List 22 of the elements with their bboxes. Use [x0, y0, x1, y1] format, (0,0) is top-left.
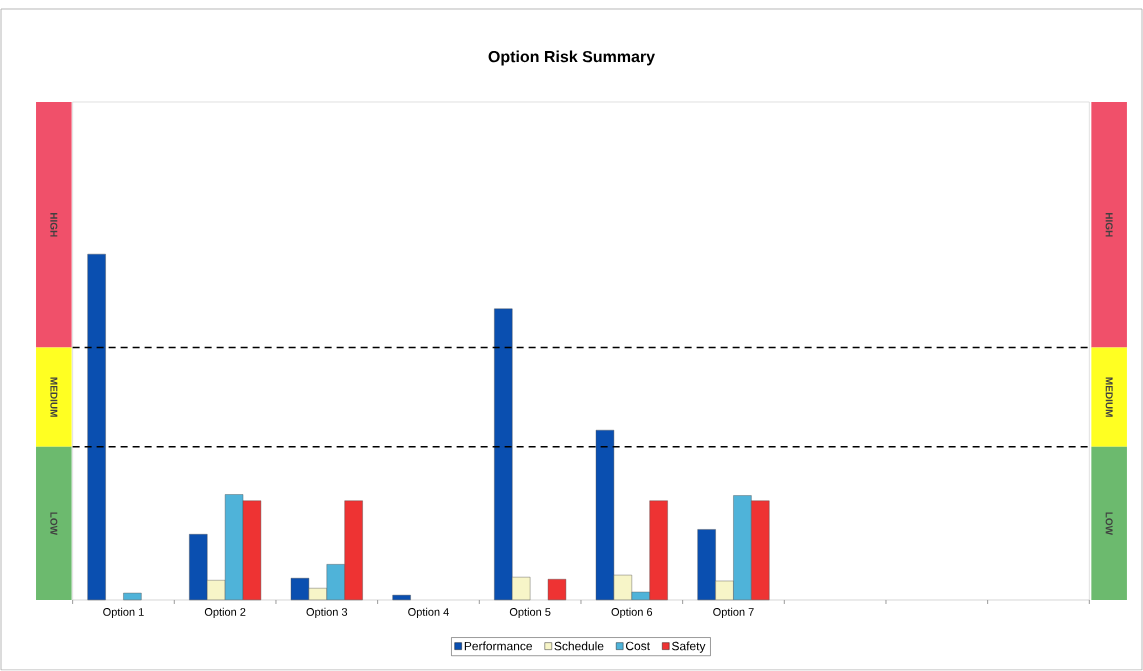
x-tick-label: Option 2 [204, 607, 246, 619]
x-tick-label: Option 4 [408, 607, 449, 619]
text: HIGH [1105, 212, 1113, 237]
text: HIGH [50, 212, 58, 237]
legend-label: Performance [464, 641, 533, 651]
bar [123, 592, 142, 601]
text: LOW [1105, 512, 1113, 536]
legend-label: Cost [626, 641, 650, 651]
x-tick-label: Option 1 [103, 607, 144, 619]
text: MEDIUM [50, 377, 58, 417]
x-tick-label: Option 6 [611, 607, 653, 619]
chart-title: Option Risk Summary [488, 50, 655, 66]
bar [392, 594, 411, 601]
x-tick-label: Option 5 [509, 607, 551, 619]
x-tick-label: Option 3 [306, 607, 348, 619]
legend-label: Schedule [554, 641, 604, 651]
text: MEDIUM [1105, 377, 1113, 417]
legend-label: Safety [672, 641, 706, 653]
bar [547, 579, 567, 601]
bar [87, 253, 106, 601]
x-tick-label: Option 7 [713, 607, 754, 619]
text: LOW [50, 512, 58, 536]
